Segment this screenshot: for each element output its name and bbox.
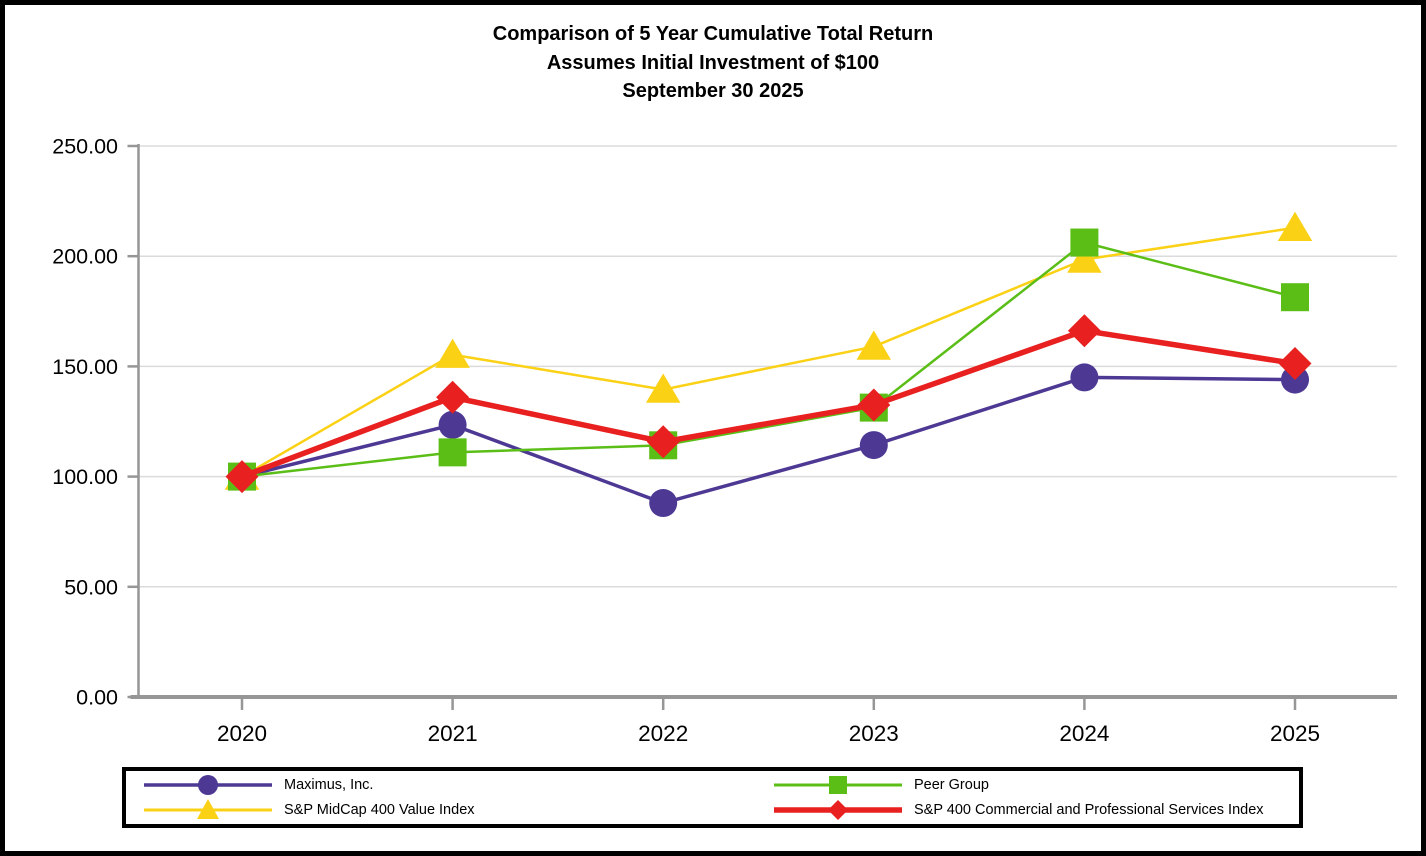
legend-box: Maximus, Inc. Peer Group S&P MidCap 400 … — [122, 767, 1303, 828]
series-line — [241, 375, 1296, 505]
legend-label: S&P 400 Commercial and Professional Serv… — [914, 802, 1264, 818]
y-tick-label: 250.00 — [52, 135, 118, 159]
line-diamond-marker-icon — [774, 800, 902, 820]
series-line — [241, 241, 1296, 478]
data-point-marker — [857, 388, 891, 422]
data-point-marker — [1067, 243, 1102, 273]
data-point-marker — [856, 330, 892, 360]
series-line — [241, 327, 1296, 480]
chart-title: Comparison of 5 Year Cumulative Total Re… — [0, 20, 1426, 106]
x-tick-label: 2025 — [1270, 721, 1320, 746]
data-point-marker — [645, 373, 681, 403]
y-tick-label: 200.00 — [52, 245, 118, 269]
x-tick-label: 2020 — [217, 721, 267, 746]
chart-title-line-3: September 30 2025 — [622, 80, 804, 102]
line-triangle-marker-icon — [144, 799, 272, 819]
data-point-marker — [649, 489, 678, 518]
chart-title-line-2: Assumes Initial Investment of $100 — [546, 51, 880, 74]
data-point-marker — [1070, 363, 1099, 392]
data-point-marker — [1277, 211, 1313, 241]
x-tick-label: 2024 — [1059, 721, 1109, 746]
data-point-marker — [438, 410, 467, 439]
legend-label: Maximus, Inc. — [284, 777, 374, 793]
data-point-marker — [1070, 228, 1099, 257]
y-tick-label: 150.00 — [52, 355, 118, 379]
line-circle-marker-icon — [144, 775, 272, 795]
diamond-marker-icon — [828, 800, 848, 820]
data-point-marker — [435, 338, 470, 368]
data-point-marker — [438, 438, 467, 467]
data-point-marker — [1278, 347, 1312, 381]
data-point-marker — [436, 380, 470, 414]
x-tick-label: 2023 — [849, 721, 899, 746]
data-point-marker — [859, 431, 888, 460]
y-tick-label: 0.00 — [76, 686, 118, 710]
data-point-marker — [225, 460, 259, 494]
data-point-marker — [1067, 314, 1101, 348]
y-tick-label: 50.00 — [64, 575, 118, 599]
legend-item-sp-400-commercial-services: S&P 400 Commercial and Professional Serv… — [772, 798, 1299, 823]
legend-item-sp-midcap-400-value: S&P MidCap 400 Value Index — [142, 798, 772, 823]
chart-title-line-1: Comparison of 5 Year Cumulative Total Re… — [492, 23, 934, 45]
legend-label: S&P MidCap 400 Value Index — [284, 802, 475, 818]
data-point-marker — [1281, 283, 1309, 312]
y-tick-label: 100.00 — [52, 465, 118, 489]
triangle-marker-icon — [197, 799, 219, 819]
circle-marker-icon — [198, 775, 218, 795]
legend-item-maximus: Maximus, Inc. — [142, 773, 772, 798]
data-point-marker — [646, 425, 680, 459]
x-tick-label: 2022 — [638, 721, 688, 746]
legend-label: Peer Group — [914, 777, 989, 793]
x-tick-label: 2021 — [428, 721, 478, 746]
series-line — [241, 226, 1296, 478]
legend-item-peer-group: Peer Group — [772, 773, 1299, 798]
line-square-marker-icon — [774, 776, 902, 794]
square-marker-icon — [829, 776, 847, 794]
